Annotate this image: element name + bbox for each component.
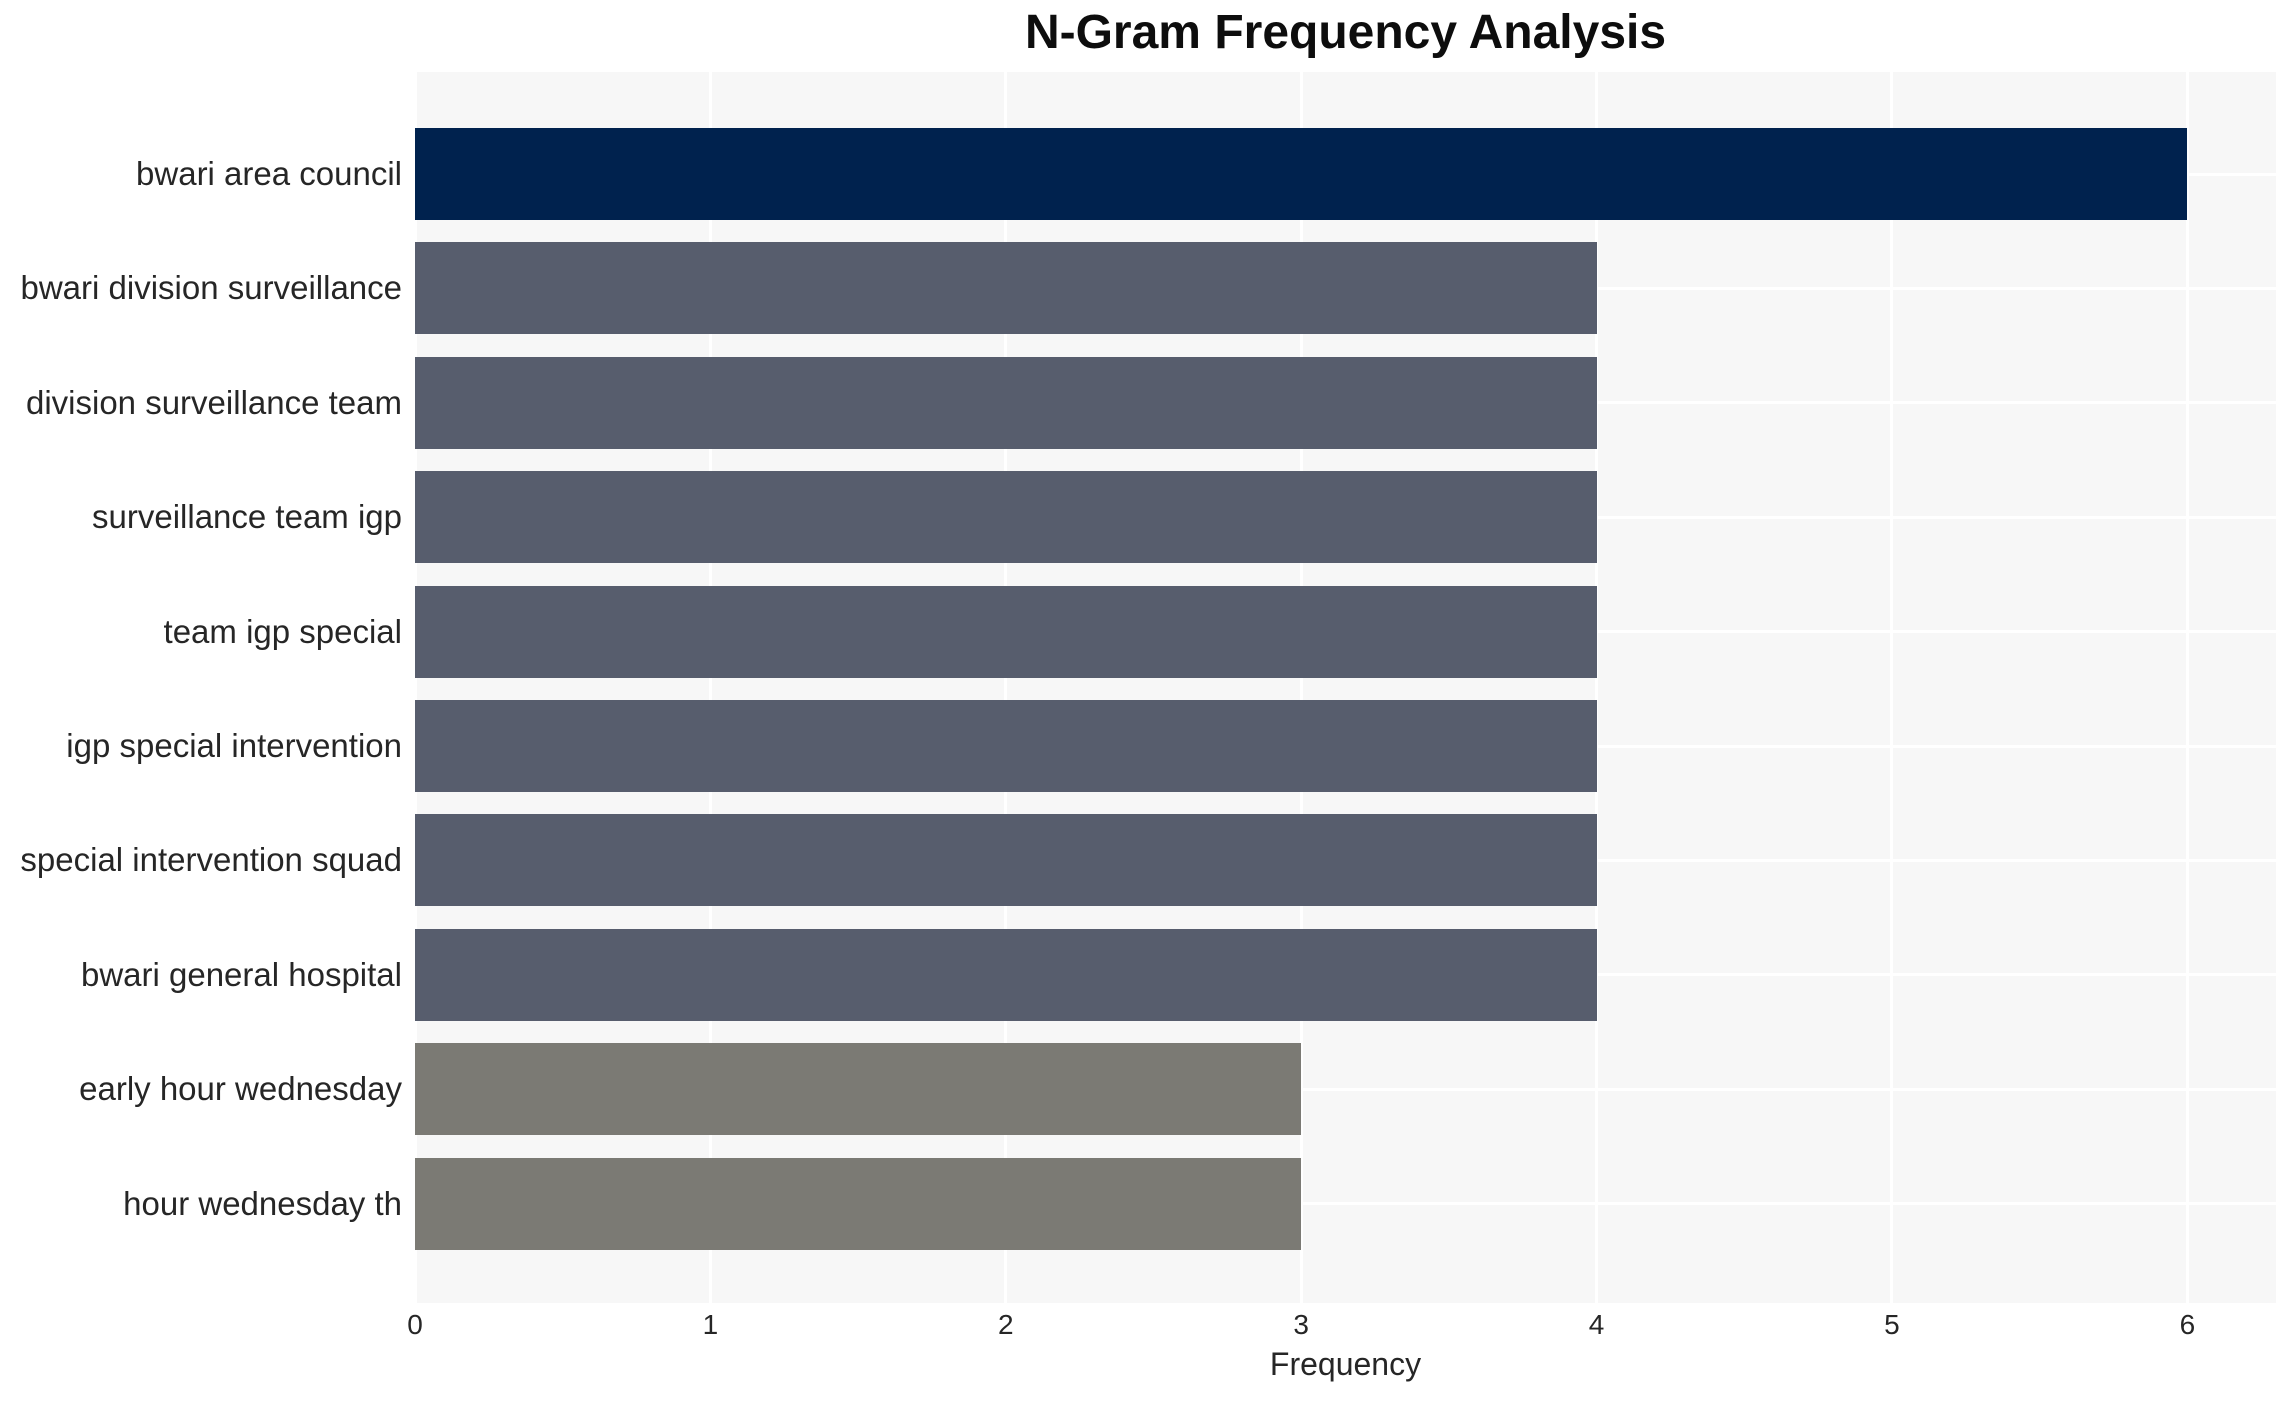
category-label: bwari general hospital (80, 955, 402, 993)
bar (415, 1157, 1302, 1250)
x-gridline (1299, 72, 1303, 1303)
category-label: igp special intervention (66, 727, 402, 764)
x-gridline (1890, 72, 1894, 1303)
x-tick-label: 3 (1293, 1309, 1309, 1340)
x-tick-label: 1 (702, 1309, 719, 1340)
bar (415, 1043, 1302, 1136)
x-tick-label: 0 (407, 1309, 423, 1340)
x-gridline (1595, 72, 1599, 1303)
x-tick-label: 4 (1588, 1309, 1605, 1340)
y-axis-category-labels: bwari area council bwari division surveil… (0, 72, 402, 1303)
x-gridline (1004, 72, 1008, 1303)
category-label: surveillance team igp (92, 498, 402, 536)
x-gridline (413, 72, 417, 1303)
plot-area (413, 72, 2276, 1303)
x-tick-label: 2 (997, 1309, 1014, 1340)
x-axis-tick-labels: 0 1 2 3 4 5 6 (407, 1307, 2276, 1347)
x-axis-label: Frequency (1269, 1346, 1422, 1382)
x-tick-label: 6 (2179, 1309, 2196, 1340)
category-label: early hour wednesday (79, 1070, 402, 1108)
y-gridline (415, 1202, 2276, 1206)
category-label: hour wednesday th (123, 1184, 402, 1222)
category-label: special intervention squad (20, 841, 402, 879)
bar (415, 471, 1597, 564)
bar (415, 356, 1597, 449)
bar (415, 700, 1597, 792)
x-tick-label: 5 (1884, 1309, 1900, 1340)
bar (415, 242, 1597, 335)
bar (415, 814, 1597, 907)
category-label: bwari area council (136, 155, 402, 192)
category-label: bwari division surveillance (20, 269, 403, 307)
chart-title: N-Gram Frequency Analysis (1024, 6, 1667, 59)
bar (415, 928, 1597, 1021)
category-label: division surveillance team (25, 383, 402, 421)
category-label: team igp special (163, 612, 402, 650)
bar (415, 128, 2188, 220)
x-gridline (2185, 72, 2189, 1303)
bar (415, 585, 1597, 678)
y-gridline (415, 1087, 2276, 1091)
x-gridline (708, 72, 712, 1303)
